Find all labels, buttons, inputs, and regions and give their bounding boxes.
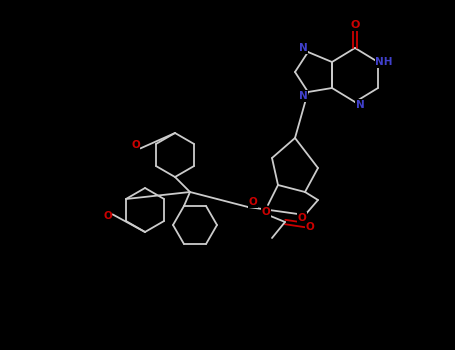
Text: O: O — [248, 197, 258, 207]
Text: N: N — [298, 91, 308, 101]
Text: N: N — [356, 100, 364, 110]
Text: NH: NH — [375, 57, 393, 67]
Text: O: O — [306, 222, 314, 232]
Text: O: O — [298, 213, 306, 223]
Text: O: O — [262, 207, 270, 217]
Text: N: N — [298, 43, 308, 53]
Text: O: O — [350, 20, 360, 30]
Text: O: O — [103, 211, 112, 222]
Text: O: O — [131, 140, 140, 150]
